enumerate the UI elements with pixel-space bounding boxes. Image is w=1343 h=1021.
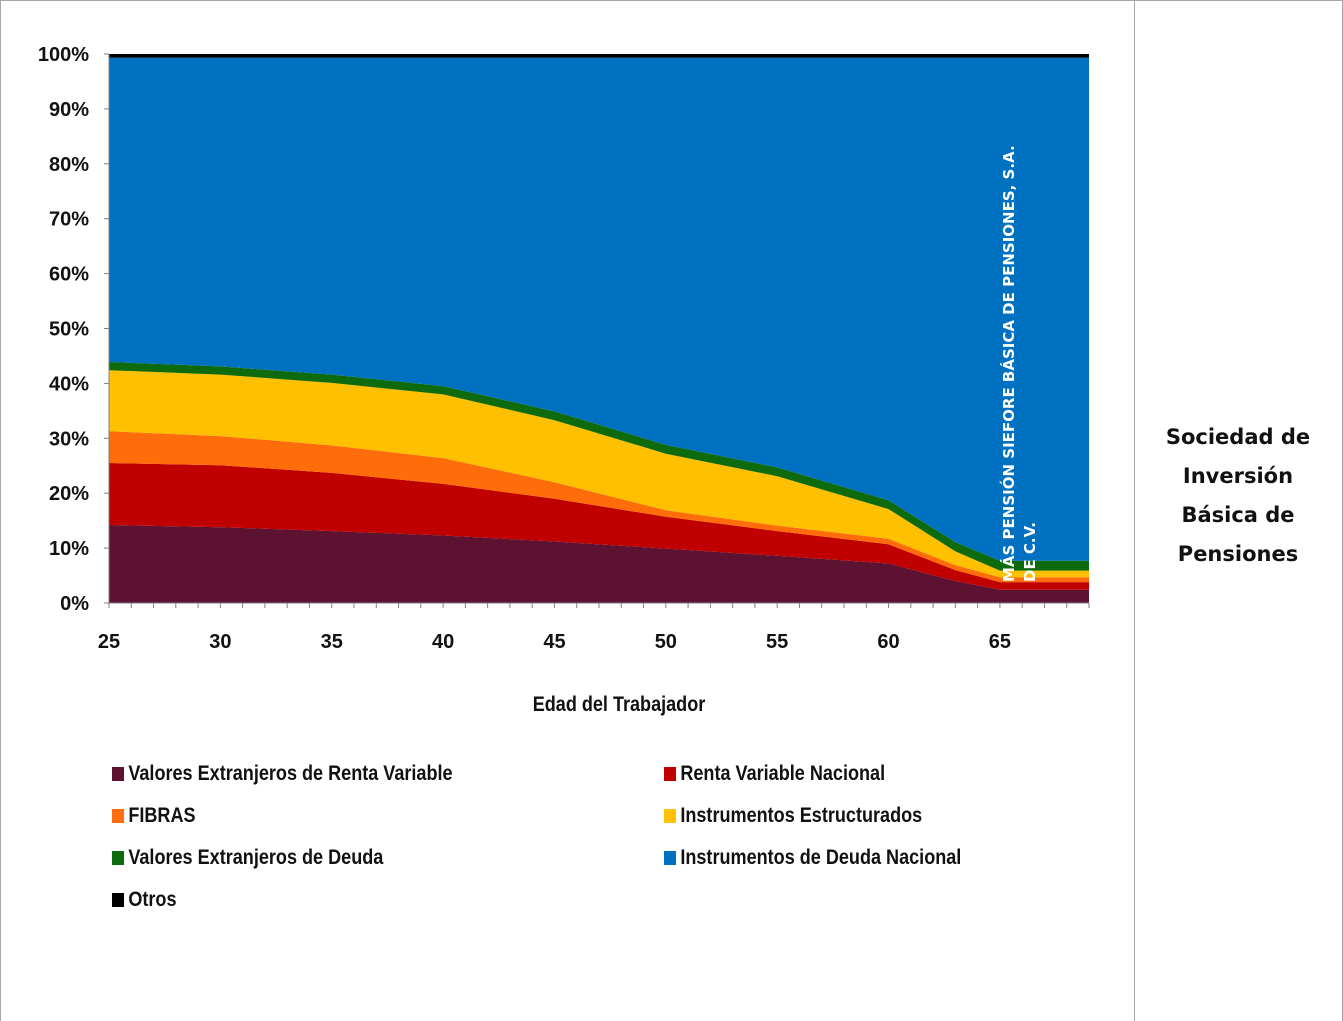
- y-tick-label: 40%: [49, 373, 89, 395]
- x-tick-label: 55: [766, 631, 788, 653]
- annotation-line-2: DE C.V.: [1021, 522, 1039, 582]
- stacked-area-chart: 0% 10% 20% 30% 40% 50% 60% 70% 80% 90% 100% 25 30 35 4…: [38, 44, 1090, 717]
- y-tick-label: 100%: [38, 44, 89, 66]
- side-title-line: Sociedad de: [1165, 425, 1311, 449]
- legend-item: Valores Extranjeros de Deuda: [112, 846, 383, 870]
- x-tick-label: 25: [98, 631, 120, 653]
- x-tick-label: 40: [432, 631, 454, 653]
- legend-label: Instrumentos Estructurados: [680, 804, 923, 827]
- y-tick-label: 10%: [49, 538, 89, 560]
- y-tick-label: 20%: [49, 483, 89, 505]
- y-tick-label: 0%: [60, 593, 89, 615]
- y-tick-label: 80%: [49, 154, 89, 176]
- side-title-line: Pensiones: [1177, 542, 1299, 566]
- legend-label: Renta Variable Nacional: [680, 762, 886, 785]
- area-series-1: [109, 525, 1089, 603]
- legend-item: Renta Variable Nacional: [664, 762, 885, 786]
- legend-swatch: [664, 767, 677, 781]
- x-tick-label: 50: [655, 631, 677, 653]
- legend-swatch: [112, 767, 125, 781]
- legend-item: Valores Extranjeros de Renta Variable: [112, 762, 453, 786]
- y-tick-label: 90%: [49, 99, 89, 121]
- axes: 0% 10% 20% 30% 40% 50% 60% 70% 80% 90% 100% 25 30 35 4…: [38, 44, 1090, 653]
- x-tick-label: 45: [543, 631, 565, 653]
- x-tick-label: 60: [877, 631, 899, 653]
- y-tick-label: 70%: [49, 209, 89, 231]
- legend-swatch: [112, 809, 125, 823]
- legend-swatch: [664, 809, 677, 823]
- x-tick-label: 65: [989, 631, 1011, 653]
- legend-label: Instrumentos de Deuda Nacional: [680, 846, 962, 869]
- legend-item: FIBRAS: [112, 804, 196, 828]
- legend-label: Valores Extranjeros de Renta Variable: [128, 762, 453, 785]
- chart-frame: [0, 0, 1135, 1021]
- area-series-7: [109, 54, 1089, 58]
- area-layers: [109, 54, 1089, 603]
- side-title-line: Inversión: [1182, 464, 1294, 488]
- area-series-2: [109, 463, 1089, 590]
- legend-swatch: [112, 851, 125, 865]
- legend-label: FIBRAS: [128, 804, 196, 827]
- legend-swatch: [112, 893, 125, 907]
- x-axis-title: Edad del Trabajador: [533, 693, 706, 717]
- x-tick-label: 35: [321, 631, 343, 653]
- area-series-3: [109, 431, 1089, 583]
- legend-item: Instrumentos de Deuda Nacional: [664, 846, 961, 870]
- y-tick-label: 60%: [49, 264, 89, 286]
- legend-swatch: [664, 851, 677, 865]
- legend-label: Valores Extranjeros de Deuda: [128, 846, 384, 869]
- x-tick-label: 30: [209, 631, 231, 653]
- side-title-line: Básica de: [1181, 503, 1295, 527]
- legend-item: Instrumentos Estructurados: [664, 804, 922, 828]
- annotation-line-1: MÁS PENSIÓN SIEFORE BÁSICA DE PENSIONES,…: [999, 145, 1018, 582]
- legend-label: Otros: [128, 888, 177, 911]
- side-panel-title: Sociedad de Inversión Básica de Pensione…: [1150, 418, 1326, 574]
- chart-annotation: MÁS PENSIÓN SIEFORE BÁSICA DE PENSIONES,…: [999, 145, 1039, 582]
- y-tick-label: 50%: [49, 319, 89, 341]
- y-tick-label: 30%: [49, 428, 89, 450]
- area-series-4: [109, 370, 1089, 578]
- area-series-6: [109, 57, 1089, 561]
- legend-item: Otros: [112, 888, 177, 912]
